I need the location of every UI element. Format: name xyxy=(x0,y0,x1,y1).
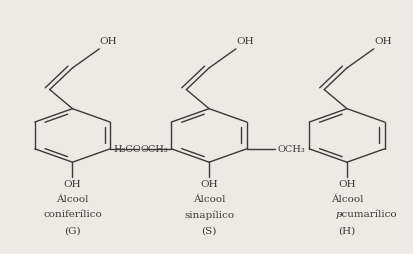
Text: OH: OH xyxy=(236,37,253,46)
Text: -cumarílico: -cumarílico xyxy=(338,210,396,218)
Text: OH: OH xyxy=(100,37,117,46)
Text: sinapílico: sinapílico xyxy=(183,210,234,219)
Text: OH: OH xyxy=(373,37,391,46)
Text: (S): (S) xyxy=(201,225,216,234)
Text: Álcool: Álcool xyxy=(56,194,88,203)
Text: (G): (G) xyxy=(64,225,81,234)
Text: OCH₃: OCH₃ xyxy=(276,145,304,154)
Text: Álcool: Álcool xyxy=(330,194,362,203)
Text: (H): (H) xyxy=(337,225,355,234)
Text: OCH₃: OCH₃ xyxy=(140,145,168,154)
Text: OH: OH xyxy=(200,179,217,188)
Text: Álcool: Álcool xyxy=(192,194,225,203)
Text: p: p xyxy=(335,210,341,218)
Text: OH: OH xyxy=(337,179,355,188)
Text: H₃CO: H₃CO xyxy=(113,145,141,154)
Text: coniferílico: coniferílico xyxy=(43,210,102,218)
Text: OH: OH xyxy=(64,179,81,188)
